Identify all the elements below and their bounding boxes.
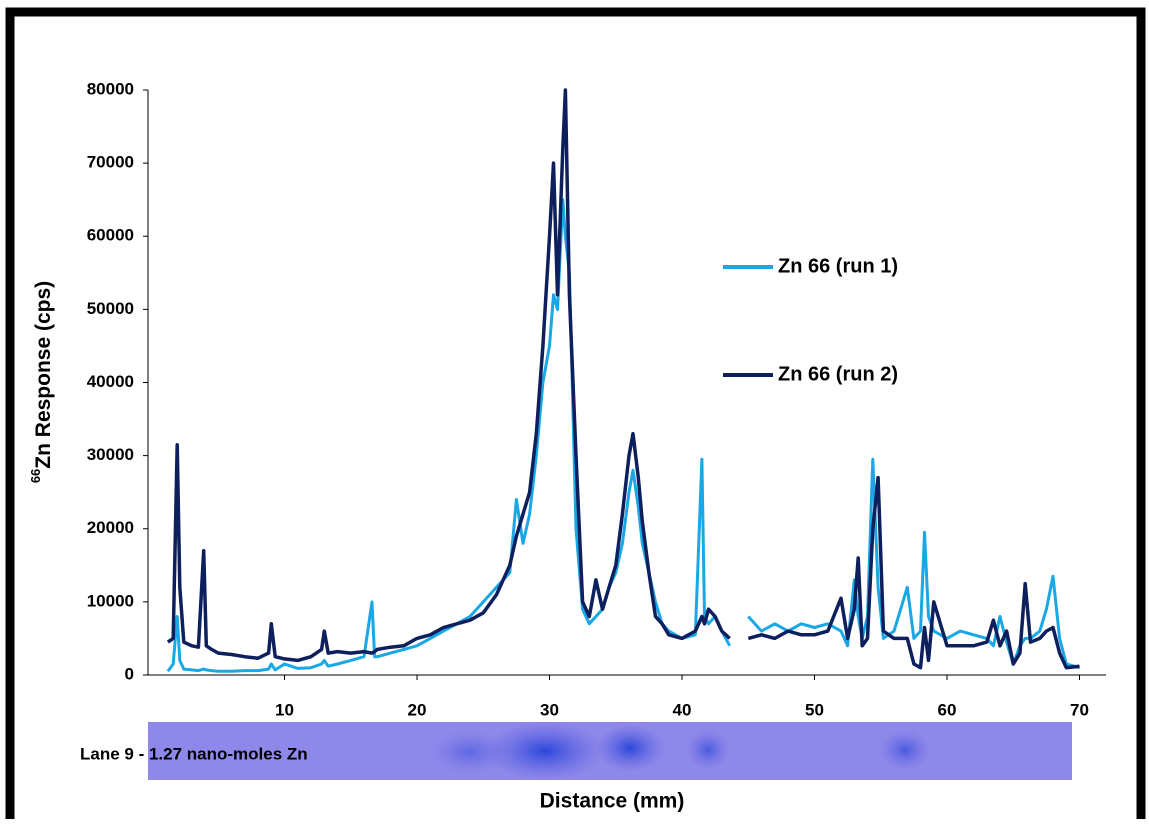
y-tick-label: 0	[125, 664, 134, 683]
legend-label: Zn 66 (run 1)	[778, 255, 898, 277]
x-tick-label: 50	[805, 700, 824, 719]
y-tick-label: 60000	[87, 226, 134, 245]
y-axis-title: 66Zn Response (cps)	[28, 281, 54, 483]
x-tick-label: 30	[540, 700, 559, 719]
y-axis-title-superscript: 66	[28, 469, 43, 483]
data-line	[166, 88, 1080, 670]
y-tick-label: 80000	[87, 79, 134, 98]
y-tick-label: 20000	[87, 518, 134, 537]
y-tick-label: 70000	[87, 153, 134, 172]
frame	[5, 7, 1146, 824]
y-tick-label: 30000	[87, 445, 134, 464]
y-axis-title-main: Zn Response (cps)	[32, 281, 55, 469]
gel-label: Lane 9 - 1.27 nano-moles Zn	[80, 744, 308, 763]
gel-image	[148, 721, 1072, 781]
x-tick-label: 20	[408, 700, 427, 719]
x-axis-title: Distance (mm)	[540, 790, 685, 813]
y-tick-label: 50000	[87, 299, 134, 318]
x-tick-label: 10	[275, 700, 294, 719]
y-tick-label: 10000	[87, 591, 134, 610]
x-tick-label: 70	[1070, 700, 1089, 719]
x-tick-label: 60	[938, 700, 957, 719]
legend-label: Zn 66 (run 2)	[778, 363, 898, 385]
x-tick-label: 40	[673, 700, 692, 719]
y-tick-label: 40000	[87, 372, 134, 391]
data-line	[166, 198, 1080, 673]
